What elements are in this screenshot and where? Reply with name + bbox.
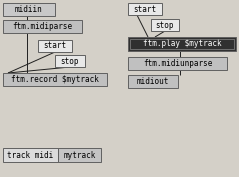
FancyBboxPatch shape xyxy=(128,37,236,51)
Text: ftm.midiunparse: ftm.midiunparse xyxy=(143,59,212,68)
Text: ftm.play $mytrack: ftm.play $mytrack xyxy=(143,39,221,48)
FancyBboxPatch shape xyxy=(3,73,107,86)
Text: midiin: midiin xyxy=(15,5,43,14)
FancyBboxPatch shape xyxy=(55,55,85,67)
Text: start: start xyxy=(133,4,157,13)
Text: ftm.record $mytrack: ftm.record $mytrack xyxy=(11,75,99,84)
Text: midiout: midiout xyxy=(137,77,169,86)
Text: stop: stop xyxy=(156,21,174,30)
FancyBboxPatch shape xyxy=(38,40,72,52)
Text: track midi: track midi xyxy=(7,150,54,159)
FancyBboxPatch shape xyxy=(3,20,82,33)
FancyBboxPatch shape xyxy=(58,148,101,162)
Text: start: start xyxy=(43,41,67,50)
FancyBboxPatch shape xyxy=(128,57,227,70)
FancyBboxPatch shape xyxy=(3,3,55,16)
Text: mytrack: mytrack xyxy=(63,150,96,159)
Text: ftm.midiparse: ftm.midiparse xyxy=(12,22,73,31)
Text: stop: stop xyxy=(61,56,79,65)
FancyBboxPatch shape xyxy=(128,3,162,15)
FancyBboxPatch shape xyxy=(151,19,179,31)
FancyBboxPatch shape xyxy=(128,75,178,88)
FancyBboxPatch shape xyxy=(3,148,58,162)
